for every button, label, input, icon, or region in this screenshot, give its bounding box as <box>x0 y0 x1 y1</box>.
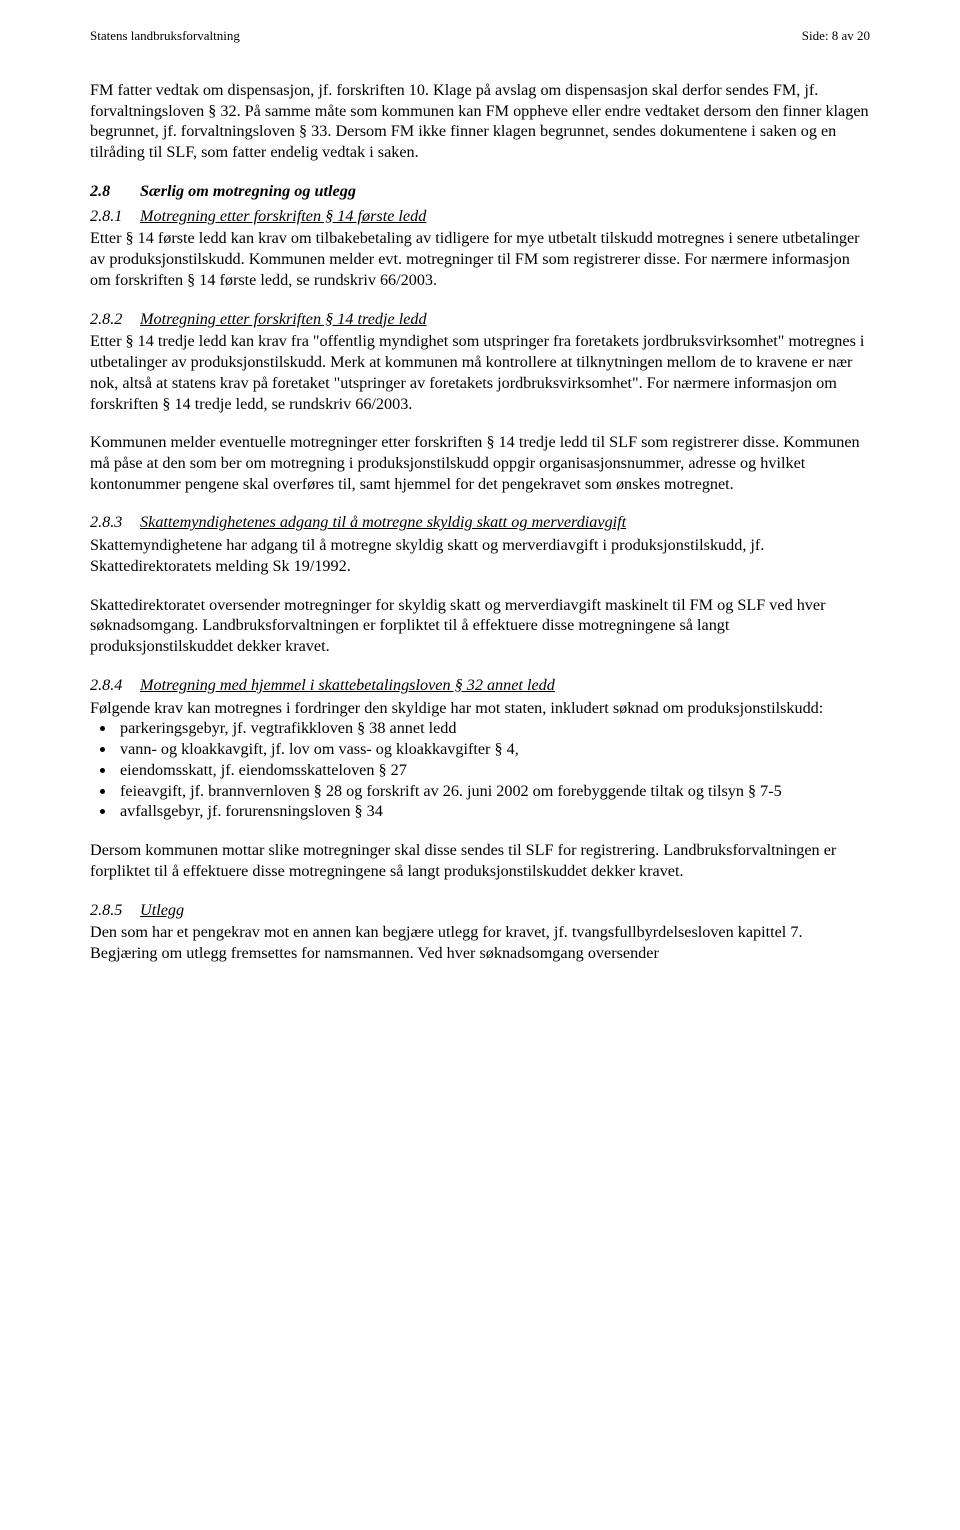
subsection-number: 2.8.4 <box>90 675 136 696</box>
paragraph: Etter § 14 første ledd kan krav om tilba… <box>90 228 870 290</box>
paragraph: Følgende krav kan motregnes i fordringer… <box>90 698 870 719</box>
subsection-title: Motregning med hjemmel i skattebetalings… <box>140 676 555 694</box>
list-item: eiendomsskatt, jf. eiendomsskatteloven §… <box>116 760 870 781</box>
list-item: avfallsgebyr, jf. forurensningsloven § 3… <box>116 801 870 822</box>
section-title: Særlig om motregning og utlegg <box>140 182 356 200</box>
intro-paragraph: FM fatter vedtak om dispensasjon, jf. fo… <box>90 80 870 163</box>
section-2-8-5: 2.8.5 Utlegg Den som har et pengekrav mo… <box>90 900 870 964</box>
subsection-heading: 2.8.5 Utlegg <box>90 900 870 921</box>
paragraph: Skattemyndighetene har adgang til å motr… <box>90 535 870 576</box>
subsection-title: Motregning etter forskriften § 14 tredje… <box>140 310 427 328</box>
subsection-title: Skattemyndighetenes adgang til å motregn… <box>140 513 626 531</box>
subsection-title: Utlegg <box>140 901 184 919</box>
subsection-number: 2.8.1 <box>90 206 136 227</box>
subsection-title: Motregning etter forskriften § 14 første… <box>140 207 426 225</box>
list-item: vann- og kloakkavgift, jf. lov om vass- … <box>116 739 870 760</box>
paragraph: Kommunen melder eventuelle motregninger … <box>90 432 870 494</box>
paragraph: Den som har et pengekrav mot en annen ka… <box>90 922 870 963</box>
header-right: Side: 8 av 20 <box>802 28 870 44</box>
subsection-number: 2.8.2 <box>90 309 136 330</box>
document-body: FM fatter vedtak om dispensasjon, jf. fo… <box>90 80 870 964</box>
page-header: Statens landbruksforvaltning Side: 8 av … <box>90 28 870 44</box>
section-number: 2.8 <box>90 181 136 202</box>
section-2-8-1: 2.8.1 Motregning etter forskriften § 14 … <box>90 206 870 291</box>
subsection-heading: 2.8.1 Motregning etter forskriften § 14 … <box>90 206 870 227</box>
bullet-list: parkeringsgebyr, jf. vegtrafikkloven § 3… <box>90 718 870 822</box>
list-item: feieavgift, jf. brannvernloven § 28 og f… <box>116 781 870 802</box>
paragraph: Skattedirektoratet oversender motregning… <box>90 595 870 657</box>
section-2-8-3: 2.8.3 Skattemyndighetenes adgang til å m… <box>90 512 870 656</box>
paragraph: Etter § 14 tredje ledd kan krav fra "off… <box>90 331 870 414</box>
subsection-number: 2.8.3 <box>90 512 136 533</box>
paragraph: Dersom kommunen mottar slike motregninge… <box>90 840 870 881</box>
document-page: Statens landbruksforvaltning Side: 8 av … <box>0 0 960 1022</box>
list-item: parkeringsgebyr, jf. vegtrafikkloven § 3… <box>116 718 870 739</box>
subsection-number: 2.8.5 <box>90 900 136 921</box>
subsection-heading: 2.8.4 Motregning med hjemmel i skattebet… <box>90 675 870 696</box>
header-left: Statens landbruksforvaltning <box>90 28 240 44</box>
subsection-heading: 2.8.2 Motregning etter forskriften § 14 … <box>90 309 870 330</box>
section-2-8-heading: 2.8 Særlig om motregning og utlegg <box>90 181 870 202</box>
subsection-heading: 2.8.3 Skattemyndighetenes adgang til å m… <box>90 512 870 533</box>
section-2-8-2: 2.8.2 Motregning etter forskriften § 14 … <box>90 309 870 495</box>
section-2-8-4: 2.8.4 Motregning med hjemmel i skattebet… <box>90 675 870 882</box>
